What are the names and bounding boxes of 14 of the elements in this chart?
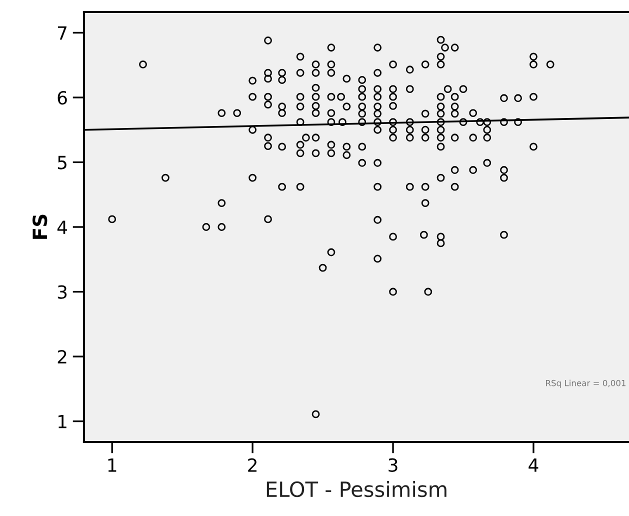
x-tick-label: 4 bbox=[528, 458, 538, 472]
y-tick-label: 2 bbox=[58, 350, 66, 364]
x-tick-label: 3 bbox=[388, 458, 398, 472]
x-axis-title: ELOT - Pessimism bbox=[266, 481, 446, 498]
y-tick-label: 6 bbox=[58, 90, 67, 105]
y-tick-label: 5 bbox=[58, 156, 66, 170]
x-tick-label: 1 bbox=[108, 458, 116, 472]
x-tick-label: 2 bbox=[248, 458, 256, 472]
y-axis-title: FS bbox=[32, 214, 48, 239]
annotation: RSq Linear = 0,001 bbox=[546, 380, 626, 388]
y-tick-label: 7 bbox=[58, 26, 66, 40]
y-tick-label: 4 bbox=[57, 220, 68, 234]
y-tick-label: 1 bbox=[58, 414, 66, 428]
y-tick-label: 3 bbox=[58, 285, 67, 299]
